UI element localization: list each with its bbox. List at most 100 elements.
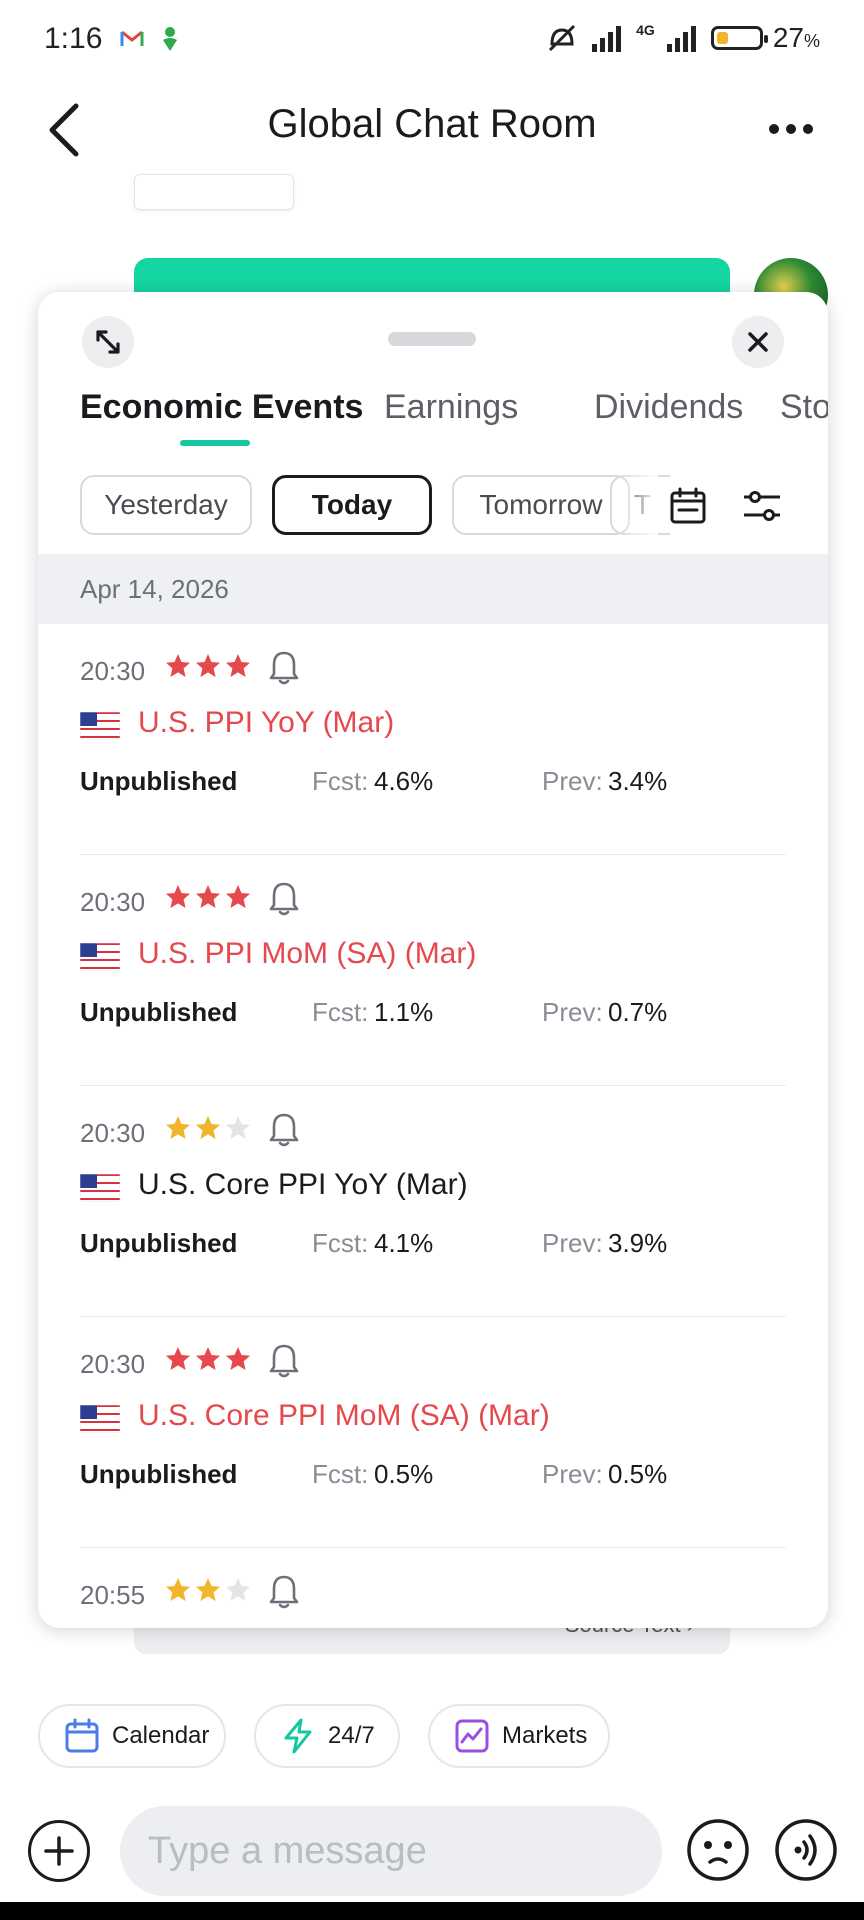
- event-row[interactable]: 20:55: [38, 1548, 828, 1628]
- us-flag-icon: [80, 1174, 120, 1202]
- mute-icon: [549, 24, 576, 52]
- forecast-value: 4.6%: [374, 766, 434, 796]
- message-input[interactable]: [120, 1806, 662, 1896]
- previous-value: 0.7%: [608, 997, 668, 1027]
- previous-label: Prev:: [542, 766, 603, 796]
- event-time: 20:30: [80, 1118, 146, 1148]
- star-filled-icon: [166, 885, 190, 908]
- expand-button[interactable]: [82, 316, 134, 368]
- battery-icon: [710, 26, 768, 50]
- filter-yesterday[interactable]: Yesterday: [80, 475, 252, 535]
- star-empty-icon: [226, 1116, 250, 1139]
- event-title[interactable]: U.S. PPI MoM (SA) (Mar): [138, 937, 477, 970]
- event-title[interactable]: U.S. Core PPI YoY (Mar): [138, 1168, 468, 1201]
- star-filled-icon: [226, 885, 250, 908]
- calendar-chip-label: Calendar: [112, 1722, 210, 1749]
- more-button[interactable]: [766, 114, 816, 144]
- bell-icon[interactable]: [268, 1112, 300, 1148]
- news-24-7-chip[interactable]: 24/7: [254, 1704, 400, 1768]
- calendar-chip[interactable]: Calendar: [38, 1704, 226, 1768]
- plus-icon: [44, 1836, 74, 1866]
- forecast-value: 4.1%: [374, 1228, 434, 1258]
- star-filled-icon: [166, 1116, 190, 1139]
- event-status: Unpublished: [80, 1228, 238, 1258]
- star-filled-icon: [166, 1347, 190, 1370]
- star-filled-icon: [196, 1347, 220, 1370]
- filter-settings-button[interactable]: [742, 488, 782, 524]
- calendar-picker-button[interactable]: [668, 486, 708, 526]
- markets-chip[interactable]: Markets: [428, 1704, 610, 1768]
- network-type-label: 4G: [636, 22, 655, 38]
- bell-icon[interactable]: [268, 881, 300, 917]
- event-status: Unpublished: [80, 997, 238, 1027]
- tab-economic-events[interactable]: Economic Events: [80, 388, 364, 426]
- bell-icon[interactable]: [268, 1343, 300, 1379]
- status-time: 1:16: [44, 22, 103, 55]
- filter-tomorrow[interactable]: Tomorrow: [452, 475, 630, 535]
- us-flag-icon: [80, 712, 120, 740]
- forecast-value: 1.1%: [374, 997, 434, 1027]
- event-time: 20:30: [80, 887, 146, 917]
- event-row[interactable]: 20:30 U.S. Core PPI MoM (SA) (Mar) Unpub…: [38, 1317, 828, 1548]
- star-filled-icon: [196, 1578, 220, 1601]
- divider: [80, 1547, 786, 1548]
- forecast-value: 0.5%: [374, 1459, 434, 1489]
- app-header: Global Chat Room: [0, 80, 864, 180]
- event-title[interactable]: U.S. Core PPI MoM (SA) (Mar): [138, 1399, 550, 1432]
- tab-earnings[interactable]: Earnings: [384, 388, 519, 426]
- importance-stars: [164, 1576, 252, 1604]
- star-filled-icon: [166, 1578, 190, 1601]
- event-time: 20:30: [80, 1349, 146, 1379]
- previous-value: 3.9%: [608, 1228, 668, 1258]
- previous-label: Prev:: [542, 1228, 603, 1258]
- bell-icon[interactable]: [268, 1574, 300, 1610]
- page-title: Global Chat Room: [267, 102, 597, 146]
- back-button[interactable]: [42, 98, 86, 162]
- importance-stars: [164, 1114, 252, 1142]
- tab-stock[interactable]: Stock: [780, 388, 828, 426]
- close-button[interactable]: [732, 316, 784, 368]
- star-filled-icon: [196, 885, 220, 908]
- event-row[interactable]: 20:30 U.S. PPI MoM (SA) (Mar) Unpublishe…: [38, 855, 828, 1086]
- markets-chart-icon: [455, 1719, 489, 1753]
- filter-today[interactable]: Today: [272, 475, 432, 535]
- calendar-icon: [65, 1718, 99, 1753]
- star-filled-icon: [226, 654, 250, 677]
- attach-button[interactable]: [28, 1820, 90, 1882]
- event-time: 20:30: [80, 656, 146, 686]
- tab-dividends[interactable]: Dividends: [594, 388, 744, 426]
- event-row[interactable]: 20:30 U.S. Core PPI YoY (Mar) Unpublishe…: [38, 1086, 828, 1317]
- system-nav-bar: [0, 1902, 864, 1920]
- previous-value: 0.5%: [608, 1459, 668, 1489]
- chat-image-thumbnail[interactable]: [134, 174, 294, 210]
- emoji-button[interactable]: [686, 1818, 750, 1882]
- divider: [80, 854, 786, 855]
- drag-handle[interactable]: [388, 332, 476, 346]
- news-24-7-chip-label: 24/7: [328, 1722, 375, 1749]
- previous-label: Prev:: [542, 1459, 603, 1489]
- app-notification-icon: [163, 27, 177, 51]
- battery-fill: [716, 32, 728, 44]
- forecast-label: Fcst:: [312, 1228, 369, 1258]
- expand-icon: [96, 330, 120, 354]
- close-icon: [748, 332, 768, 352]
- previous-label: Prev:: [542, 997, 603, 1027]
- forecast-label: Fcst:: [312, 766, 369, 796]
- bell-icon[interactable]: [268, 650, 300, 686]
- tab-bar: Economic Events Earnings Dividends Stock: [80, 388, 828, 448]
- star-filled-icon: [226, 1347, 250, 1370]
- us-flag-icon: [80, 1405, 120, 1433]
- date-label: Apr 14, 2026: [80, 574, 229, 604]
- event-title[interactable]: U.S. PPI YoY (Mar): [138, 706, 395, 739]
- star-filled-icon: [196, 1116, 220, 1139]
- divider: [80, 1316, 786, 1317]
- event-time: 20:55: [80, 1580, 146, 1610]
- star-filled-icon: [196, 654, 220, 677]
- lightning-icon: [284, 1718, 312, 1754]
- date-section-header: Apr 14, 2026: [38, 554, 828, 624]
- event-row[interactable]: 20:30 U.S. PPI YoY (Mar) Unpublished Fcs…: [38, 624, 828, 855]
- status-right-icons: 4G 27%: [544, 22, 820, 54]
- markets-chip-label: Markets: [502, 1722, 588, 1749]
- voice-button[interactable]: [774, 1818, 838, 1882]
- signal-4g-icon: [666, 26, 696, 52]
